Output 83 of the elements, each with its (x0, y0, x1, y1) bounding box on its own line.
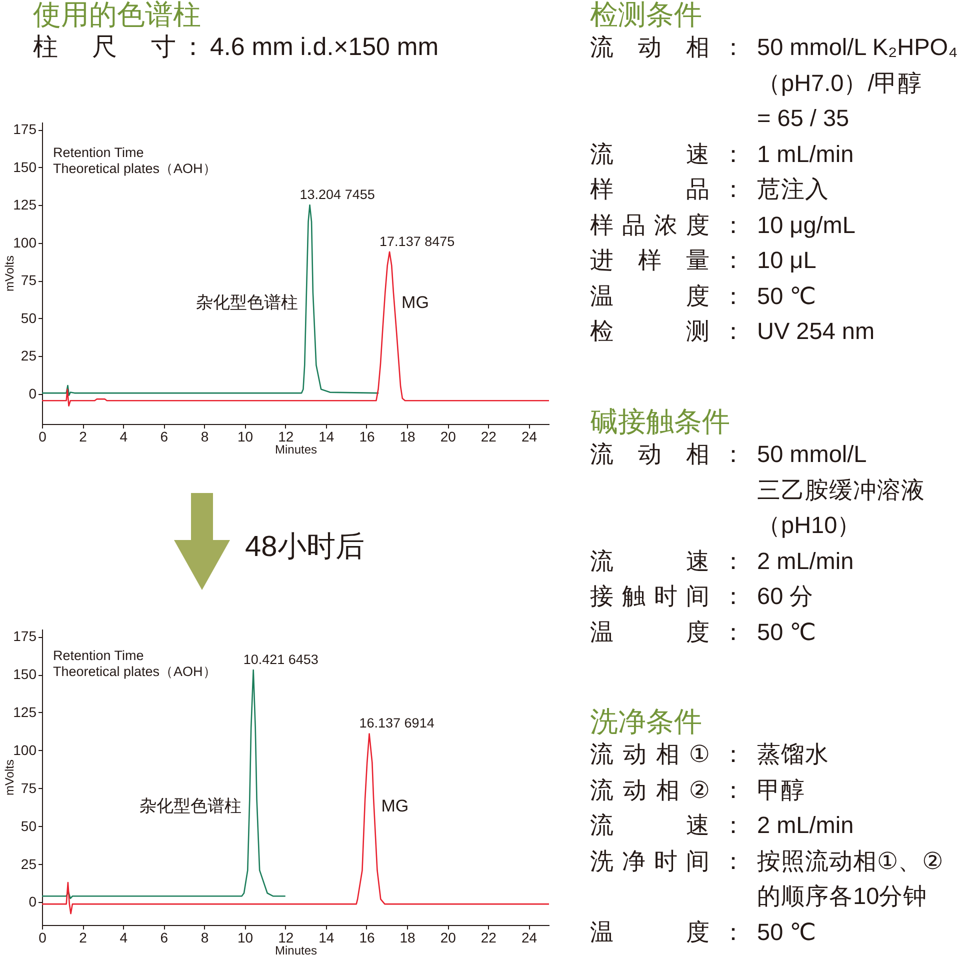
annotation: Theoretical plates（AOH） (53, 161, 217, 176)
x-tick-label: 22 (480, 428, 497, 444)
x-tick-label: 18 (400, 930, 416, 946)
y-tick-label: 50 (20, 818, 37, 834)
x-tick-label: 16 (359, 428, 375, 444)
x-tick-label: 14 (318, 428, 334, 444)
x-tick-label: 4 (120, 930, 128, 946)
annotation: Theoretical plates（AOH） (53, 664, 217, 679)
series-label: MG (381, 796, 409, 816)
line-series (42, 251, 549, 407)
text: 流动相 ： 50 mmol/L K₂HPO₄ （pH7.0）/甲醇 = 65 / 35 (590, 33, 959, 133)
x-axis-title: Minutes (274, 944, 318, 958)
x-tick-label: 16 (359, 930, 375, 946)
text: 洗净条件 (590, 706, 703, 737)
x-tick-label: 12 (278, 428, 294, 444)
y-tick-label: 100 (13, 742, 37, 758)
y-tick-label: 125 (13, 196, 37, 213)
text: 流动相① ： 蒸馏水 (590, 740, 830, 769)
text: 碱接触条件 (590, 406, 731, 437)
y-tick-label: 125 (13, 704, 37, 720)
y-tick-label: 0 (28, 894, 37, 910)
series-label: MG (402, 293, 429, 312)
text: 温度 ： 50 ℃ (590, 918, 818, 946)
x-tick-label: 8 (200, 428, 209, 444)
annotation: Retention Time (53, 648, 144, 663)
text: 进样量 ： 10 μL (590, 246, 818, 275)
y-tick-label: 175 (13, 121, 37, 138)
x-tick-label: 24 (521, 930, 538, 946)
y-tick-label: 175 (13, 628, 37, 644)
text: 检测条件 (590, 0, 703, 30)
x-tick-label: 24 (521, 428, 538, 444)
annotation: Retention Time (53, 145, 144, 160)
chart-subtitle: 柱尺寸 ： 4.6 mm i.d.×150 mm (33, 32, 440, 63)
x-tick-label: 4 (120, 428, 128, 444)
text: 温度 ： 50 ℃ (590, 618, 818, 646)
x-tick-label: 6 (160, 930, 168, 946)
text: 接触时间 ： 60 分 (590, 582, 815, 611)
y-tick-label: 50 (20, 310, 37, 326)
y-tick-label: 0 (28, 385, 37, 402)
text: 流速 ： 1 mL/min (590, 140, 855, 168)
text: 流动相② ： 甲醇 (590, 776, 806, 804)
x-tick-label: 2 (79, 930, 88, 946)
text: 温度 ： 50 ℃ (590, 282, 818, 310)
y-tick-label: 150 (13, 666, 37, 682)
y-tick-label: 25 (20, 348, 37, 364)
line-series (42, 204, 380, 396)
y-tick-label: 75 (20, 272, 37, 288)
y-tick-label: 25 (20, 856, 37, 872)
text: 检测 ： UV 254 nm (590, 317, 876, 346)
annotation: 13.204 7455 (300, 187, 375, 202)
chart-title: 48小时后 (245, 531, 364, 563)
x-tick-label: 20 (440, 428, 456, 444)
y-tick-label: 150 (13, 158, 37, 175)
text: 流速 ： 2 mL/min (590, 546, 855, 576)
x-tick-label: 10 (238, 428, 254, 444)
x-tick-label: 0 (38, 930, 47, 946)
text: 样品 ： 苊注入 (590, 175, 830, 204)
x-tick-label: 20 (440, 930, 456, 946)
y-axis-title: mVolts (2, 759, 16, 796)
annotation: 17.137 8475 (380, 234, 455, 249)
chart-title: 使用的色谱柱 (33, 0, 201, 30)
x-tick-label: 2 (79, 428, 88, 444)
x-tick-label: 18 (400, 428, 416, 444)
y-axis-title: mVolts (2, 255, 16, 292)
text: 流动相 ： 50 mmol/L 三乙胺缓冲溶液（pH10） (590, 440, 926, 540)
y-tick-label: 75 (20, 780, 37, 796)
y-tick-label: 100 (13, 234, 37, 250)
annotation: 10.421 6453 (243, 652, 318, 667)
x-tick-label: 14 (318, 930, 334, 946)
series-label: 杂化型色谱柱 (196, 293, 298, 312)
x-tick-label: 22 (480, 930, 497, 946)
text: 样品浓度 ： 10 μg/mL (590, 210, 856, 240)
line-series (42, 733, 549, 914)
x-axis-title: Minutes (274, 442, 318, 456)
x-tick-label: 8 (200, 930, 209, 946)
x-tick-label: 12 (278, 930, 294, 946)
annotation: 16.137 6914 (359, 716, 435, 731)
x-tick-label: 10 (238, 930, 254, 946)
series-label: 杂化型色谱柱 (139, 796, 242, 816)
x-tick-label: 0 (38, 428, 47, 444)
text: 洗净时间 ： 按照流动相①、② 的顺序各10分钟 (590, 846, 944, 911)
x-tick-label: 6 (160, 428, 168, 444)
text: 流速 ： 2 mL/min (590, 811, 855, 840)
